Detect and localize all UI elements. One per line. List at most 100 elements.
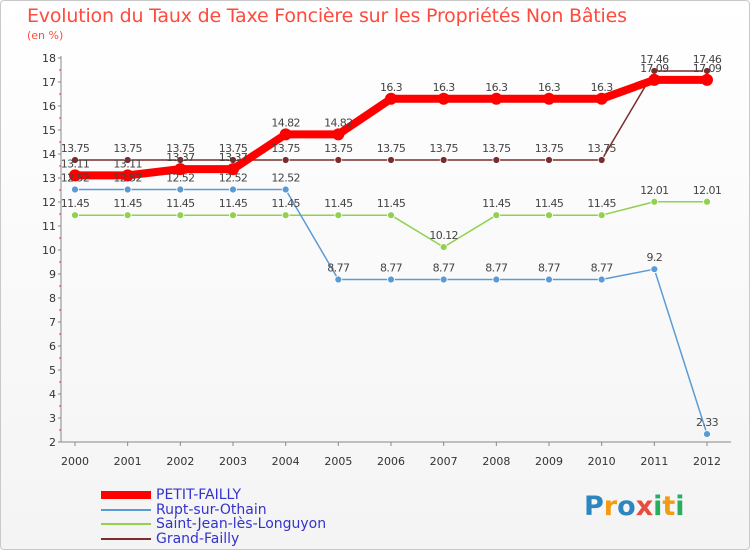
y-tick-label: 17 [42,76,56,89]
data-point [71,185,79,194]
data-label: 13.37 [219,151,248,164]
legend-item: Saint-Jean-lès-Longuyon [101,517,326,532]
data-point [334,156,343,164]
logo-letter: i [653,491,663,522]
data-label: 11.45 [219,197,248,210]
data-point [281,156,290,164]
data-point [229,185,237,194]
data-label: 13.75 [535,142,564,155]
data-point [176,211,185,220]
x-tick-label: 2005 [324,455,352,468]
data-label: 11.45 [587,197,616,210]
data-label: 16.3 [433,81,456,94]
data-label: 11.45 [482,197,511,210]
data-point [279,128,292,141]
legend-swatch [101,537,151,540]
chart-subtitle: (en %) [27,29,64,42]
legend-item: Rupt-sur-Othain [101,503,326,518]
data-point [703,430,711,438]
data-label: 9.2 [646,251,662,264]
data-point [174,163,187,176]
y-tick-label: 11 [42,220,56,233]
data-point [650,265,659,274]
y-tick-label: 15 [42,124,56,137]
data-label: 17.09 [640,62,669,75]
data-label: 13.11 [113,157,142,170]
data-label: 11.45 [166,197,195,210]
data-label: 8.77 [538,262,561,275]
data-point [71,156,79,164]
data-label: 13.75 [377,142,406,155]
data-point [439,243,448,252]
data-label: 16.3 [380,81,403,94]
data-point [597,156,606,164]
x-tick-label: 2004 [272,455,300,468]
data-point [595,92,608,105]
y-tick-label: 18 [42,52,56,65]
legend-label: Grand-Failly [156,530,240,547]
data-label: 12.52 [61,172,90,185]
data-point [281,211,290,220]
data-point [439,156,448,164]
data-label: 12.52 [219,172,248,185]
data-point [123,185,132,194]
y-tick-label: 5 [49,364,56,377]
x-tick-label: 2008 [482,455,510,468]
data-label: 17.09 [693,62,722,75]
x-tick-label: 2007 [430,455,458,468]
data-label: 16.3 [538,81,561,94]
data-label: 2.33 [696,416,719,429]
proxiti-logo: Proxiti [584,491,685,522]
data-point [334,275,343,284]
data-label: 14.82 [324,116,353,129]
x-tick-label: 2003 [219,455,247,468]
y-tick-label: 2 [49,436,56,449]
y-tick-label: 7 [49,316,56,329]
data-label: 11.45 [61,197,90,210]
legend-item: Grand-Failly [101,532,326,547]
data-label: 10.12 [429,229,458,242]
data-point [650,197,659,206]
logo-letter: t [662,491,676,522]
x-tick-label: 2000 [61,455,89,468]
data-label: 12.01 [640,184,669,197]
data-point [69,169,81,182]
data-label: 13.75 [587,142,616,155]
data-label: 8.77 [380,262,403,275]
data-point [545,156,553,164]
data-point [334,211,343,220]
data-point [545,211,553,220]
data-point [439,275,448,284]
data-label: 12.01 [693,184,722,197]
data-point [648,73,661,86]
x-tick-label: 2009 [535,455,563,468]
y-tick-label: 6 [49,340,56,353]
data-label: 17.46 [693,53,722,66]
data-point [545,275,553,284]
data-point [123,211,132,220]
y-tick-label: 14 [42,148,56,161]
legend-label: Saint-Jean-lès-Longuyon [156,516,327,533]
data-point [387,275,395,284]
data-label: 13.75 [482,142,511,155]
data-label: 14.82 [271,116,300,129]
legend-label: Rupt-sur-Othain [156,501,267,518]
data-label: 8.77 [591,262,614,275]
data-point [543,92,555,105]
data-point [176,185,185,194]
x-tick-label: 2011 [640,455,668,468]
data-label: 12.52 [166,172,195,185]
data-label: 11.45 [113,197,142,210]
data-point [385,92,397,105]
data-label: 13.75 [271,142,300,155]
data-point [492,211,501,220]
y-tick-label: 12 [42,196,56,209]
legend-item: PETIT-FAILLY [101,488,326,503]
x-tick-label: 2010 [588,455,616,468]
logo-letter: P [584,491,604,522]
data-point [123,156,132,164]
y-tick-label: 3 [49,412,56,425]
legend-swatch [101,491,151,500]
chart-legend: PETIT-FAILLY Rupt-sur-Othain Saint-Jean-lè… [101,488,326,546]
